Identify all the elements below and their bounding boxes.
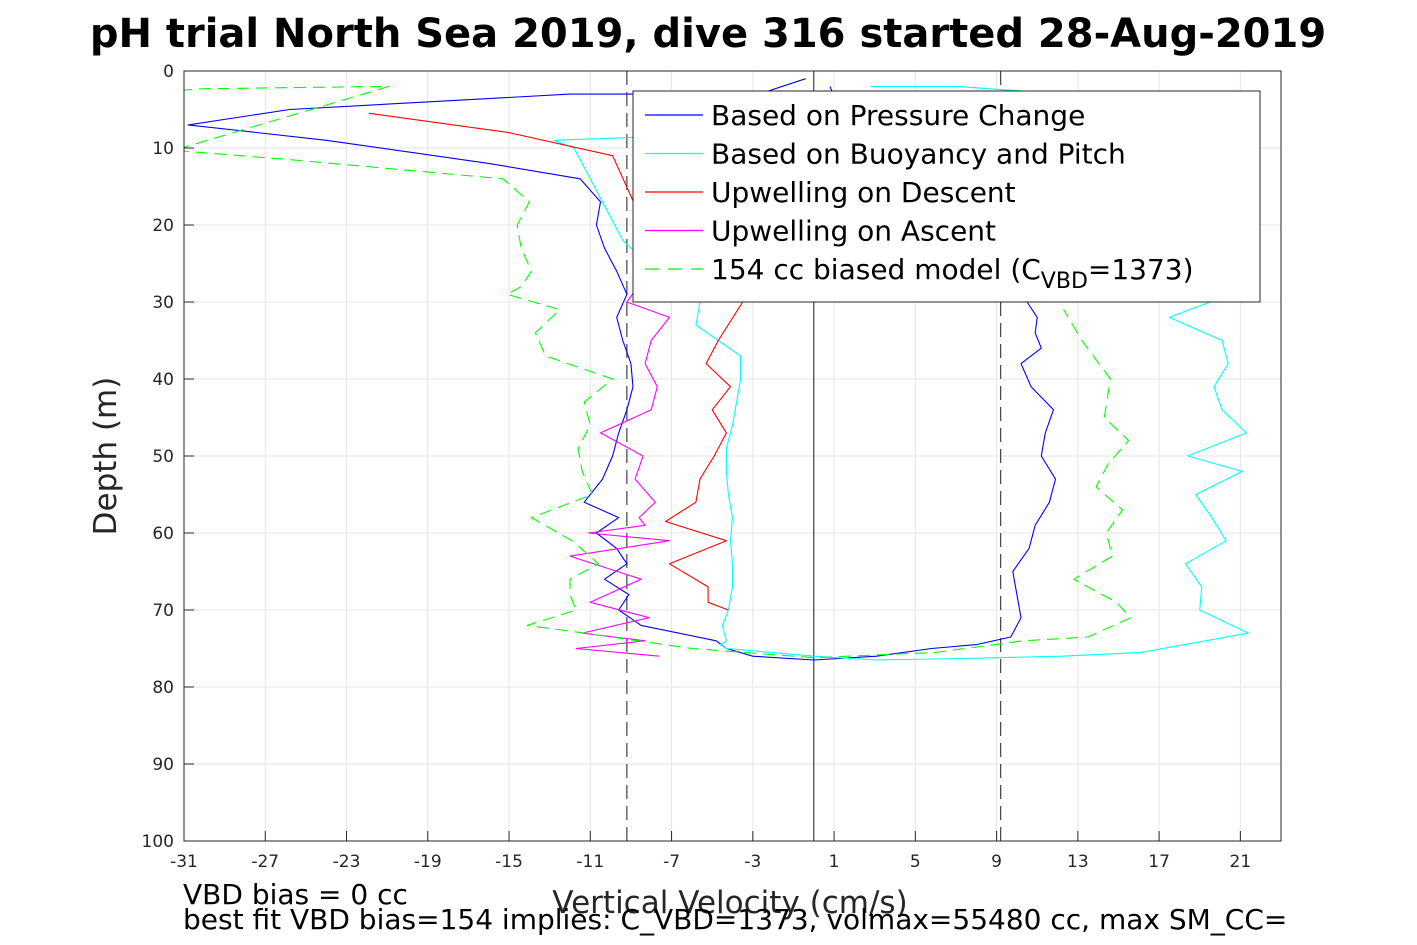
- chart-title: pH trial North Sea 2019, dive 316 starte…: [90, 11, 1326, 57]
- axis-ticks: -31 -27 -23 -19 -15 -11 -7 -3 1 5 9 13 17 21010203040…: [142, 62, 1252, 872]
- legend-label: Based on Buoyancy and Pitch: [711, 138, 1126, 171]
- legend: Based on Pressure Change Based on Buoyanc…: [632, 90, 1261, 303]
- x-tick-label: 5: [910, 852, 921, 872]
- x-tick-label: -27: [251, 852, 279, 872]
- y-tick-label: 90: [152, 755, 174, 775]
- legend-label: Upwelling on Ascent: [711, 215, 996, 248]
- y-tick-label: 60: [152, 524, 174, 544]
- legend-label-tail: =1373): [1088, 253, 1194, 286]
- x-tick-label: -31: [170, 852, 198, 872]
- x-axis-label: Vertical Velocity (cm/s): [552, 885, 907, 921]
- x-tick-label: -23: [333, 852, 361, 872]
- x-tick-label: -7: [663, 852, 680, 872]
- bias-note: VBD bias = 0 cc: [183, 878, 408, 911]
- legend-label: Based on Pressure Change: [711, 99, 1085, 132]
- x-tick-label: 1: [829, 852, 840, 872]
- y-tick-label: 50: [152, 447, 174, 467]
- y-axis-label: Depth (m): [88, 377, 124, 536]
- x-tick-label: -3: [744, 852, 761, 872]
- x-tick-label: 21: [1230, 852, 1252, 872]
- y-tick-label: 70: [152, 601, 174, 621]
- series-line: [187, 78, 1057, 661]
- y-tick-label: 80: [152, 678, 174, 698]
- x-tick-label: 17: [1148, 852, 1170, 872]
- series-line: [569, 278, 671, 657]
- x-tick-label: -15: [495, 852, 523, 872]
- x-tick-label: -19: [414, 852, 442, 872]
- legend-label: 154 cc biased model (CVBD=1373): [711, 253, 1194, 294]
- y-tick-label: 100: [142, 832, 174, 852]
- series-line: [184, 85, 1132, 659]
- x-tick-label: 9: [991, 852, 1002, 872]
- x-tick-label: -11: [576, 852, 604, 872]
- y-tick-label: 30: [152, 293, 174, 313]
- fit-note: best fit VBD bias=154 implies: C_VBD=137…: [183, 903, 1287, 936]
- legend-label-subscript: VBD: [1041, 269, 1088, 294]
- x-tick-label: 13: [1067, 852, 1089, 872]
- legend-label-main: 154 cc biased model (C: [711, 253, 1041, 286]
- y-tick-label: 40: [152, 370, 174, 390]
- legend-box: [632, 90, 1261, 303]
- y-tick-label: 10: [152, 139, 174, 159]
- y-tick-label: 20: [152, 216, 174, 236]
- y-tick-label: 0: [163, 62, 174, 82]
- legend-label: Upwelling on Descent: [711, 176, 1016, 209]
